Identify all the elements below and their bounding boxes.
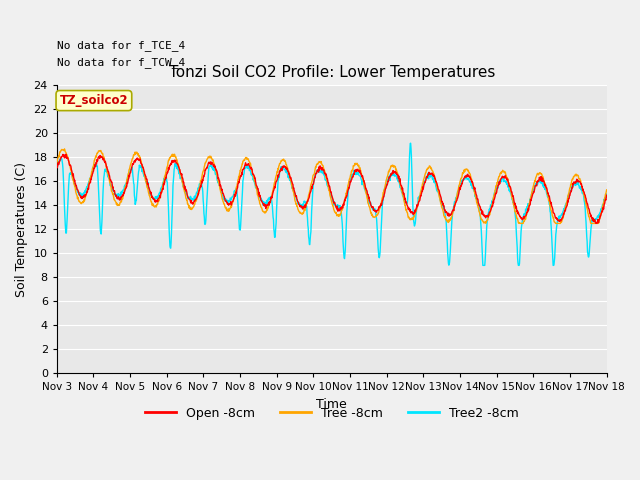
Text: No data for f_TCW_4: No data for f_TCW_4 — [57, 57, 185, 68]
Text: TZ_soilco2: TZ_soilco2 — [60, 94, 128, 107]
Text: No data for f_TCE_4: No data for f_TCE_4 — [57, 40, 185, 51]
Legend: Open -8cm, Tree -8cm, Tree2 -8cm: Open -8cm, Tree -8cm, Tree2 -8cm — [140, 402, 524, 425]
Title: Tonzi Soil CO2 Profile: Lower Temperatures: Tonzi Soil CO2 Profile: Lower Temperatur… — [168, 65, 495, 80]
X-axis label: Time: Time — [316, 398, 347, 411]
Y-axis label: Soil Temperatures (C): Soil Temperatures (C) — [15, 162, 28, 297]
